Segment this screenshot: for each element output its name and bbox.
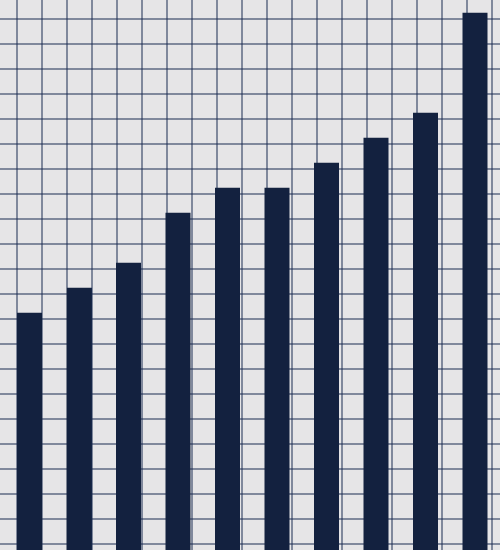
bar-8: [363, 137, 389, 550]
bar-3: [116, 262, 141, 550]
bar-10: [462, 12, 488, 550]
bar-5: [215, 187, 240, 550]
bars: [17, 12, 488, 550]
bar-9: [413, 112, 438, 550]
bar-7: [314, 162, 339, 550]
bar-2: [66, 287, 92, 550]
bar-6: [264, 187, 290, 550]
bar-4: [165, 212, 191, 550]
bar-1: [17, 312, 42, 550]
